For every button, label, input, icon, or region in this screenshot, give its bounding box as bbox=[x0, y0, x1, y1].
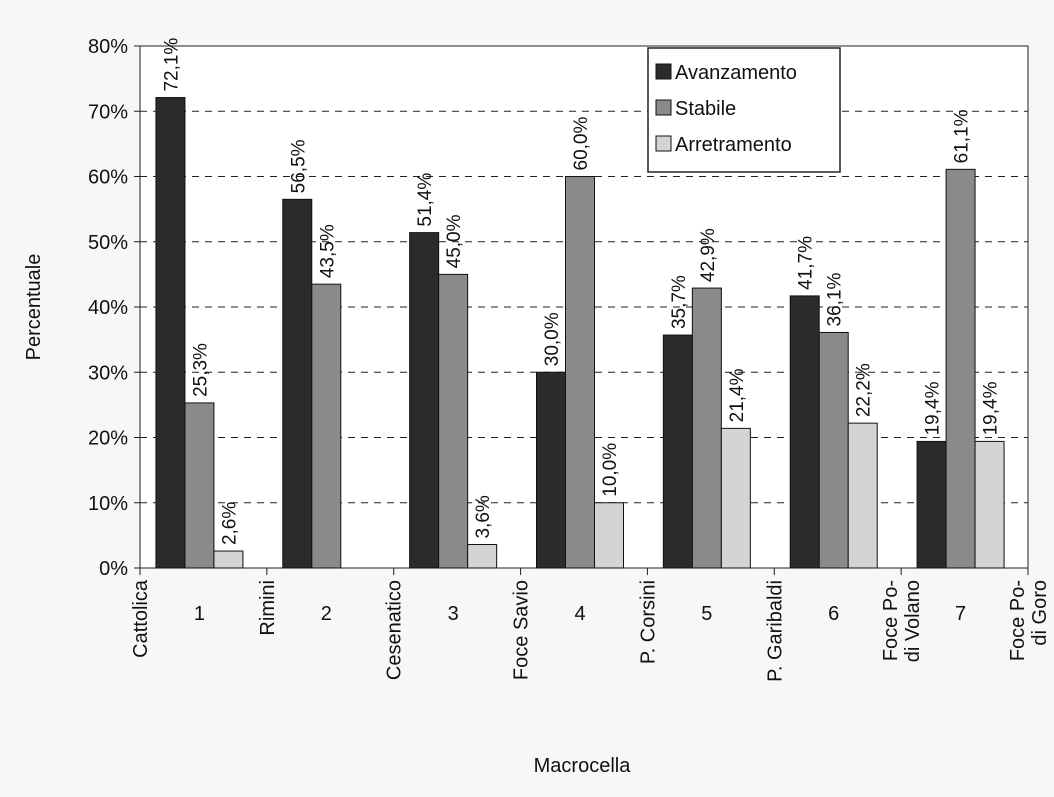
bar-value-label: 72,1% bbox=[161, 38, 182, 92]
bar-value-label: 30,0% bbox=[542, 312, 563, 366]
bar-stabile bbox=[691, 287, 722, 569]
legend-swatch bbox=[655, 135, 672, 152]
y-tick-label: 30% bbox=[88, 362, 128, 384]
bar-value-label: 60,0% bbox=[571, 117, 592, 171]
x-boundary-label: P. Garibaldi bbox=[764, 580, 786, 682]
legend-swatch bbox=[655, 99, 672, 116]
bar-value-label: 19,4% bbox=[923, 381, 944, 435]
bar-arretramento bbox=[467, 544, 498, 569]
bar-stabile bbox=[818, 331, 849, 569]
x-category-label: 7 bbox=[955, 603, 966, 625]
bar-value-label: 41,7% bbox=[796, 236, 817, 290]
y-tick-label: 60% bbox=[88, 167, 128, 189]
x-boundary-label: Cattolica bbox=[130, 579, 152, 658]
x-boundary-label: Foce Savio bbox=[511, 580, 533, 680]
bar-value-label: 21,4% bbox=[727, 368, 748, 422]
x-category-label: 5 bbox=[701, 603, 712, 625]
bars bbox=[155, 97, 1005, 569]
y-tick-label: 20% bbox=[88, 428, 128, 450]
bar-avanzamento bbox=[155, 97, 186, 569]
bar-stabile bbox=[438, 273, 469, 569]
bar-avanzamento bbox=[409, 232, 440, 569]
y-tick-label: 40% bbox=[88, 297, 128, 319]
bar-avanzamento bbox=[282, 198, 313, 569]
bar-avanzamento bbox=[536, 371, 566, 569]
bar-value-label: 25,3% bbox=[190, 343, 211, 397]
legend-box bbox=[647, 47, 841, 173]
bar-arretramento bbox=[594, 502, 624, 569]
legend-label: Stabile bbox=[675, 98, 736, 120]
bar-stabile bbox=[945, 168, 976, 569]
bar-value-label: 61,1% bbox=[952, 109, 973, 163]
x-boundary-label: di Goro bbox=[1029, 580, 1051, 646]
x-boundary-label: Cesenatico bbox=[384, 580, 406, 680]
bar-arretramento bbox=[974, 440, 1005, 569]
bar-avanzamento bbox=[662, 334, 693, 569]
x-category-label: 6 bbox=[828, 603, 839, 625]
bar-arretramento bbox=[720, 427, 751, 569]
bar-arretramento bbox=[847, 422, 878, 569]
x-axis: Cattolica Rimini Cesenatico Foce Savio P. Co… bbox=[130, 568, 1051, 682]
x-boundary-label: di Volano bbox=[902, 580, 924, 662]
x-category-label: 2 bbox=[321, 603, 332, 625]
bar-value-label: 22,2% bbox=[854, 363, 875, 417]
legend-label: Arretramento bbox=[675, 134, 792, 156]
bar-labels: 72,1% 25,3% 2,6% 56,5% 43,5% 51,4% 45,0% 3,6% 30… bbox=[161, 38, 1001, 545]
bar-avanzamento bbox=[916, 440, 947, 569]
bar-value-label: 2,6% bbox=[219, 502, 240, 545]
x-boundary-label: P. Corsini bbox=[637, 580, 659, 664]
x-category-label: 4 bbox=[574, 603, 585, 625]
y-tick-label: 70% bbox=[88, 101, 128, 123]
y-tick-label: 50% bbox=[88, 232, 128, 254]
bar-value-label: 43,5% bbox=[317, 224, 338, 278]
legend: Avanzamento Stabile Arretramento bbox=[647, 47, 841, 173]
bar-value-label: 10,0% bbox=[600, 443, 621, 497]
bar-stabile bbox=[184, 402, 215, 569]
y-tick-label: 80% bbox=[88, 36, 128, 58]
bar-avanzamento bbox=[789, 295, 820, 569]
x-category-label: 1 bbox=[194, 603, 205, 625]
x-boundary-label: Foce Po- bbox=[880, 580, 902, 661]
x-axis-label: Macrocella bbox=[534, 755, 632, 777]
legend-swatch bbox=[655, 63, 672, 80]
bar-value-label: 19,4% bbox=[981, 381, 1002, 435]
y-tick-label: 0% bbox=[99, 558, 128, 580]
bar-stabile bbox=[311, 283, 342, 569]
x-boundary-label: Rimini bbox=[257, 580, 279, 636]
legend-label: Avanzamento bbox=[675, 62, 797, 84]
bar-value-label: 45,0% bbox=[444, 214, 465, 268]
y-axis-ticks: 0% 10% 20% 30% 40% 50% 60% 70% 80% bbox=[88, 36, 140, 580]
bar-value-label: 42,9% bbox=[698, 228, 719, 282]
y-tick-label: 10% bbox=[88, 493, 128, 515]
bar-arretramento bbox=[213, 550, 244, 569]
x-category-label: 3 bbox=[448, 603, 459, 625]
bar-value-label: 36,1% bbox=[825, 272, 846, 326]
bar-stabile bbox=[565, 176, 595, 569]
bar-value-label: 56,5% bbox=[288, 139, 309, 193]
bar-value-label: 35,7% bbox=[669, 275, 690, 329]
y-axis-label: Percentuale bbox=[23, 254, 45, 361]
x-boundary-label: Foce Po- bbox=[1007, 580, 1029, 661]
bar-value-label: 3,6% bbox=[473, 495, 494, 538]
bar-value-label: 51,4% bbox=[415, 173, 436, 227]
